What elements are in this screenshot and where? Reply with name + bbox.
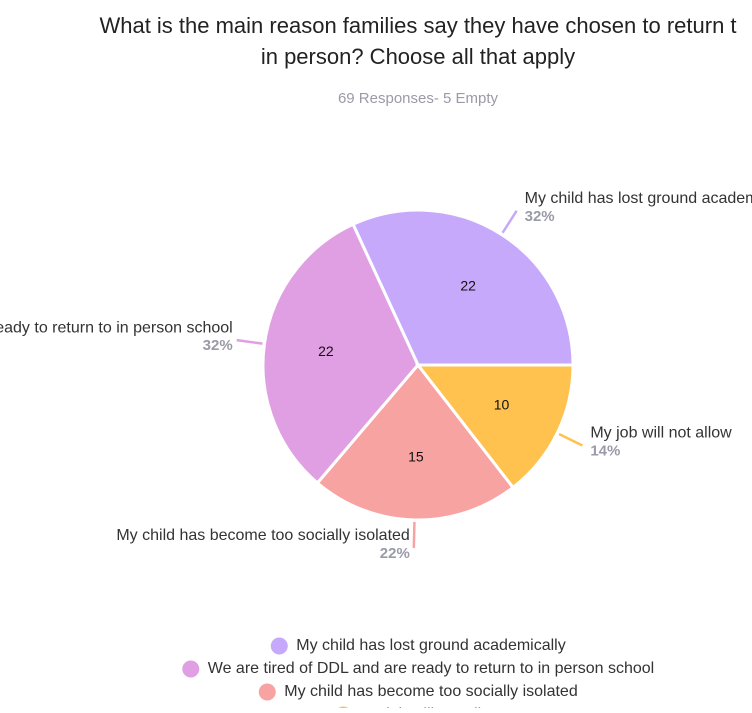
leader-line xyxy=(236,338,263,345)
slice-name-label: We are tired of DDL and are ready to ret… xyxy=(0,319,233,336)
slice-name-label: My job will not allow xyxy=(590,425,732,442)
leader-line xyxy=(501,210,518,234)
slice-percent-label: 14% xyxy=(590,442,620,459)
leader-line xyxy=(558,432,583,447)
legend-marker xyxy=(270,637,288,655)
pie-slice xyxy=(351,208,575,367)
slice-value-label: 22 xyxy=(460,277,476,293)
slice-name-label: My child has lost ground academically xyxy=(525,190,752,207)
slice-value-label: 22 xyxy=(318,343,334,359)
legend-label: We are tired of DDL and are ready to ret… xyxy=(208,660,654,677)
slice-value-label: 15 xyxy=(408,449,424,465)
chart-title: in person? Choose all that apply xyxy=(261,44,575,69)
legend-marker xyxy=(182,660,200,678)
slice-percent-label: 32% xyxy=(525,208,555,225)
legend-label: My child has lost ground academically xyxy=(296,637,565,654)
slice-percent-label: 32% xyxy=(203,337,233,354)
leader-line xyxy=(412,521,416,548)
legend-marker xyxy=(258,683,276,701)
slice-value-label: 10 xyxy=(494,397,510,413)
pie-slice xyxy=(315,362,516,522)
pie-slice xyxy=(414,363,575,490)
slice-percent-label: 22% xyxy=(380,545,410,562)
slice-name-label: My child has become too socially isolate… xyxy=(116,527,409,544)
pie-slice xyxy=(261,222,420,486)
chart-title: What is the main reason families say the… xyxy=(99,13,736,38)
chart-subtitle: 69 Responses- 5 Empty xyxy=(338,90,499,107)
legend-label: My child has become too socially isolate… xyxy=(284,683,577,700)
